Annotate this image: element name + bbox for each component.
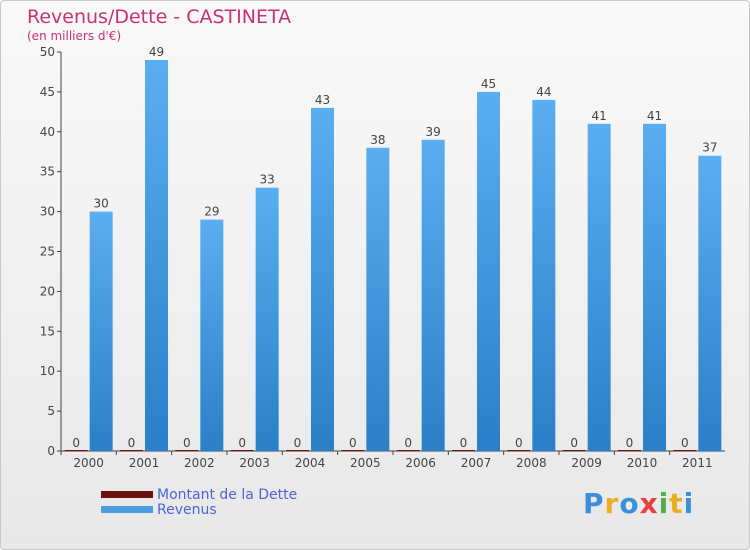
bar-revenus bbox=[366, 147, 390, 451]
bar-revenus bbox=[532, 99, 556, 451]
bar-revenus bbox=[477, 91, 500, 452]
legend-label-revenus: Revenus bbox=[157, 501, 217, 518]
y-tick-label: 25 bbox=[40, 245, 55, 259]
x-tick-label: 2003 bbox=[239, 456, 270, 470]
data-label-revenus: 41 bbox=[647, 109, 662, 123]
data-label-revenus: 30 bbox=[94, 197, 109, 211]
bar-dette bbox=[230, 450, 254, 451]
proxiti-logo: Proxiti bbox=[583, 487, 695, 520]
bar-revenus bbox=[421, 139, 445, 451]
legend-swatch-dette bbox=[101, 491, 153, 498]
bar-dette bbox=[618, 450, 641, 451]
y-tick-label: 10 bbox=[40, 364, 55, 378]
x-tick-label: 2002 bbox=[184, 456, 215, 470]
legend-swatch-revenus bbox=[101, 506, 153, 513]
x-tick-label: 2005 bbox=[350, 456, 381, 470]
data-label-dette: 0 bbox=[238, 436, 246, 450]
chart-title: Revenus/Dette - CASTINETA bbox=[27, 6, 292, 28]
bar-revenus bbox=[200, 219, 224, 451]
data-label-dette: 0 bbox=[404, 436, 412, 450]
y-tick-label: 35 bbox=[40, 165, 55, 179]
y-tick-label: 15 bbox=[40, 324, 55, 338]
bar-dette bbox=[64, 450, 88, 451]
axes: 0 5 10 15 20 25 30 35 40 45 50 2000 2001 2002 2003 2004… bbox=[40, 45, 725, 470]
data-label-dette: 0 bbox=[681, 436, 689, 450]
data-label-revenus: 49 bbox=[149, 45, 164, 59]
legend-label-dette: Montant de la Dette bbox=[157, 486, 298, 503]
y-tick-label: 30 bbox=[40, 205, 55, 219]
y-tick-label: 45 bbox=[40, 85, 55, 99]
bar-dette bbox=[396, 450, 420, 451]
data-label-revenus: 44 bbox=[536, 85, 551, 99]
bar-revenus bbox=[145, 59, 168, 451]
data-labels: 0 30 0 49 0 29 0 33 0 43 0 38 0 39 0 45 0 44 0 41 0 41 0 37 bbox=[72, 45, 717, 450]
x-tick-label: 2006 bbox=[405, 456, 436, 470]
x-tick-label: 2011 bbox=[682, 456, 713, 470]
data-label-dette: 0 bbox=[626, 436, 634, 450]
y-tick-label: 5 bbox=[47, 404, 55, 418]
data-label-revenus: 41 bbox=[592, 109, 607, 123]
data-label-dette: 0 bbox=[460, 436, 468, 450]
bar-dette bbox=[562, 450, 586, 451]
data-label-revenus: 43 bbox=[315, 93, 330, 107]
bar-dette bbox=[452, 450, 475, 451]
data-label-revenus: 39 bbox=[426, 125, 441, 139]
x-tick-label: 2000 bbox=[73, 456, 104, 470]
x-tick-label: 2007 bbox=[461, 456, 492, 470]
bar-dette bbox=[286, 450, 309, 451]
bar-dette bbox=[507, 450, 531, 451]
data-label-revenus: 45 bbox=[481, 77, 496, 91]
bar-revenus bbox=[89, 211, 113, 451]
data-label-revenus: 38 bbox=[370, 133, 385, 147]
x-tick-label: 2010 bbox=[627, 456, 658, 470]
bar-dette bbox=[175, 450, 199, 451]
legend-item-dette: Montant de la Dette bbox=[101, 486, 298, 503]
bar-revenus bbox=[255, 187, 279, 451]
bar-revenus bbox=[698, 155, 722, 452]
data-label-dette: 0 bbox=[128, 436, 136, 450]
bar-revenus bbox=[587, 123, 611, 451]
x-tick-label: 2008 bbox=[516, 456, 547, 470]
bar-revenus bbox=[643, 123, 666, 451]
data-label-revenus: 37 bbox=[702, 141, 717, 155]
bar-dette bbox=[673, 450, 697, 451]
data-label-dette: 0 bbox=[294, 436, 302, 450]
data-label-dette: 0 bbox=[183, 436, 191, 450]
y-tick-label: 40 bbox=[40, 125, 55, 139]
data-label-dette: 0 bbox=[349, 436, 357, 450]
data-label-revenus: 29 bbox=[204, 205, 219, 219]
legend-item-revenus: Revenus bbox=[101, 501, 297, 518]
x-tick-label: 2001 bbox=[129, 456, 160, 470]
x-tick-label: 2009 bbox=[571, 456, 602, 470]
data-label-dette: 0 bbox=[72, 436, 80, 450]
data-label-dette: 0 bbox=[570, 436, 578, 450]
y-tick-label: 50 bbox=[40, 45, 55, 59]
data-label-revenus: 33 bbox=[260, 173, 275, 187]
chart-subtitle: (en milliers d'€) bbox=[27, 29, 122, 43]
bars bbox=[64, 59, 722, 452]
bar-dette bbox=[120, 450, 143, 451]
y-tick-label: 0 bbox=[47, 444, 55, 458]
y-tick-label: 20 bbox=[40, 284, 55, 298]
bar-revenus bbox=[311, 107, 334, 452]
bar-dette bbox=[341, 450, 365, 451]
legend: Montant de la Dette Revenus bbox=[101, 486, 298, 518]
x-tick-label: 2004 bbox=[295, 456, 326, 470]
data-label-dette: 0 bbox=[515, 436, 523, 450]
